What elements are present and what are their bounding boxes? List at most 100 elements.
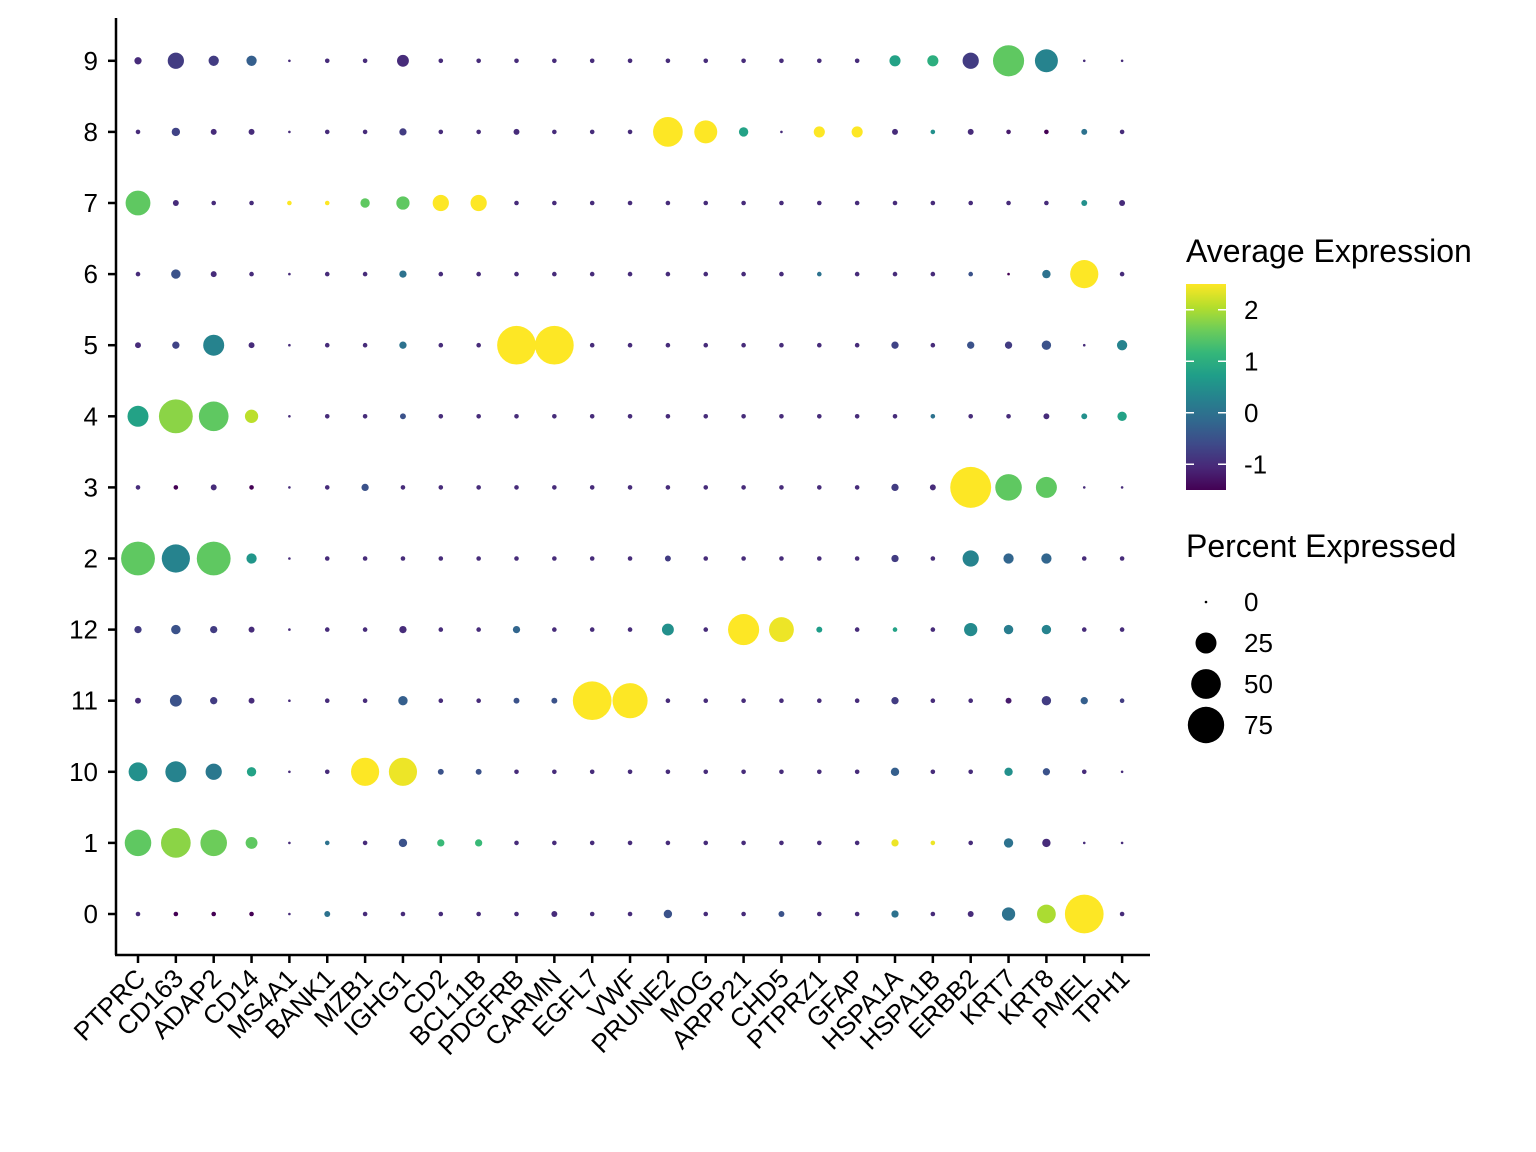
dot-5-erbb2 (967, 341, 975, 349)
dot-7-cd163 (172, 200, 179, 206)
dot-3-ms4a1 (288, 486, 291, 489)
dot-2-hspa1a (891, 554, 899, 563)
dot-9-cd2 (438, 58, 444, 64)
dot-6-prune2 (665, 271, 671, 277)
dot-9-cd163 (167, 52, 184, 69)
dot-4-adap2 (198, 401, 229, 432)
dot-6-cd2 (438, 271, 444, 277)
dot-12-tph1 (1119, 627, 1125, 632)
dot-5-ptprz1 (817, 342, 822, 348)
dot-3-cd14 (249, 485, 254, 490)
dot-1-pdgfrb (514, 840, 519, 846)
dot-11-adap2 (210, 697, 218, 705)
size-legend-label: 25 (1244, 628, 1273, 658)
dot-8-prune2 (653, 117, 683, 147)
dot-11-ms4a1 (288, 699, 291, 702)
dot-10-bank1 (324, 769, 330, 775)
y-tick-label: 4 (84, 401, 98, 431)
dot-7-egfl7 (589, 200, 595, 206)
dot-4-bank1 (324, 414, 330, 419)
dot-4-ptprz1 (817, 414, 822, 419)
dot-10-egfl7 (589, 769, 595, 775)
dot-2-ptprc (121, 541, 155, 576)
dot-5-carmn (534, 325, 574, 365)
dot-10-krt8 (1042, 768, 1051, 776)
y-tick-label: 7 (84, 188, 98, 218)
dot-10-vwf (627, 769, 633, 775)
dot-2-tph1 (1119, 556, 1125, 561)
dot-8-ms4a1 (288, 130, 291, 134)
dot-12-ptprz1 (816, 626, 823, 633)
dot-1-ptprz1 (817, 840, 822, 846)
dot-3-krt7 (995, 474, 1022, 501)
dot-5-gfap (854, 342, 860, 348)
dot-12-cd2 (438, 627, 444, 632)
dot-10-tph1 (1120, 770, 1124, 774)
size-legend-items: 0 25 50 75 (1187, 587, 1273, 744)
dot-11-cd163 (169, 694, 182, 707)
dot-9-tph1 (1120, 59, 1124, 63)
dot-11-mog (703, 698, 709, 703)
dot-2-gfap (854, 556, 860, 561)
dot-5-cd14 (248, 342, 255, 349)
dot-9-bcl11b (476, 58, 481, 64)
dot-3-hspa1b (929, 484, 936, 491)
dot-4-chd5 (779, 414, 784, 419)
dot-4-ptprc (127, 405, 149, 427)
dot-10-ptprz1 (817, 769, 822, 775)
dots (121, 45, 1128, 934)
dot-12-vwf (627, 627, 633, 632)
dot-4-cd163 (158, 399, 193, 434)
dot-12-ptprc (134, 625, 142, 634)
size-legend-dot (1195, 632, 1217, 654)
dot-10-mog (703, 769, 709, 775)
dot-11-gfap (854, 698, 860, 703)
dot-4-tph1 (1117, 411, 1127, 421)
dot-11-ighg1 (398, 696, 408, 706)
dot-7-ms4a1 (287, 200, 292, 206)
dot-2-hspa1b (930, 556, 936, 561)
dot-12-ms4a1 (288, 628, 291, 631)
dot-6-mzb1 (362, 271, 368, 277)
dot-8-cd2 (438, 129, 444, 135)
dot-12-prune2 (661, 623, 674, 636)
dot-3-gfap (854, 485, 860, 490)
dot-12-erbb2 (964, 622, 978, 637)
dot-2-carmn (552, 556, 557, 561)
dot-12-adap2 (210, 625, 218, 634)
dot-12-pmel (1081, 627, 1087, 632)
dot-1-cd163 (161, 828, 191, 858)
dot-0-egfl7 (589, 911, 595, 917)
dot-0-ptprc (135, 911, 141, 917)
dot-8-vwf (627, 129, 633, 135)
dot-0-tph1 (1119, 911, 1125, 917)
dot-10-chd5 (779, 769, 784, 775)
dot-3-carmn (552, 485, 557, 490)
dot-3-erbb2 (950, 466, 992, 508)
dot-1-hspa1a (891, 839, 899, 847)
dot-5-ms4a1 (288, 343, 291, 347)
dot-10-ighg1 (388, 757, 418, 786)
dot-8-bank1 (324, 129, 330, 135)
dot-10-erbb2 (968, 769, 973, 775)
dot-8-chd5 (780, 130, 783, 134)
dot-10-hspa1a (890, 767, 900, 776)
dot-5-arpp21 (741, 342, 746, 348)
dot-9-prune2 (665, 58, 671, 64)
dot-6-carmn (552, 271, 557, 277)
dot-1-carmn (552, 840, 557, 846)
dot-12-cd14 (248, 626, 255, 633)
dot-4-gfap (854, 414, 860, 419)
dot-3-egfl7 (589, 485, 595, 490)
dot-12-krt8 (1041, 624, 1052, 635)
dot-4-hspa1b (930, 414, 936, 419)
dot-0-pmel (1064, 894, 1104, 934)
dot-2-egfl7 (589, 556, 595, 561)
dot-3-bcl11b (476, 485, 481, 490)
dot-1-chd5 (779, 840, 784, 846)
dot-5-tph1 (1116, 340, 1128, 351)
dot-5-cd2 (438, 342, 444, 348)
y-tick-label: 2 (84, 544, 98, 574)
dot-6-egfl7 (589, 271, 595, 277)
y-tick-label: 10 (69, 757, 98, 787)
